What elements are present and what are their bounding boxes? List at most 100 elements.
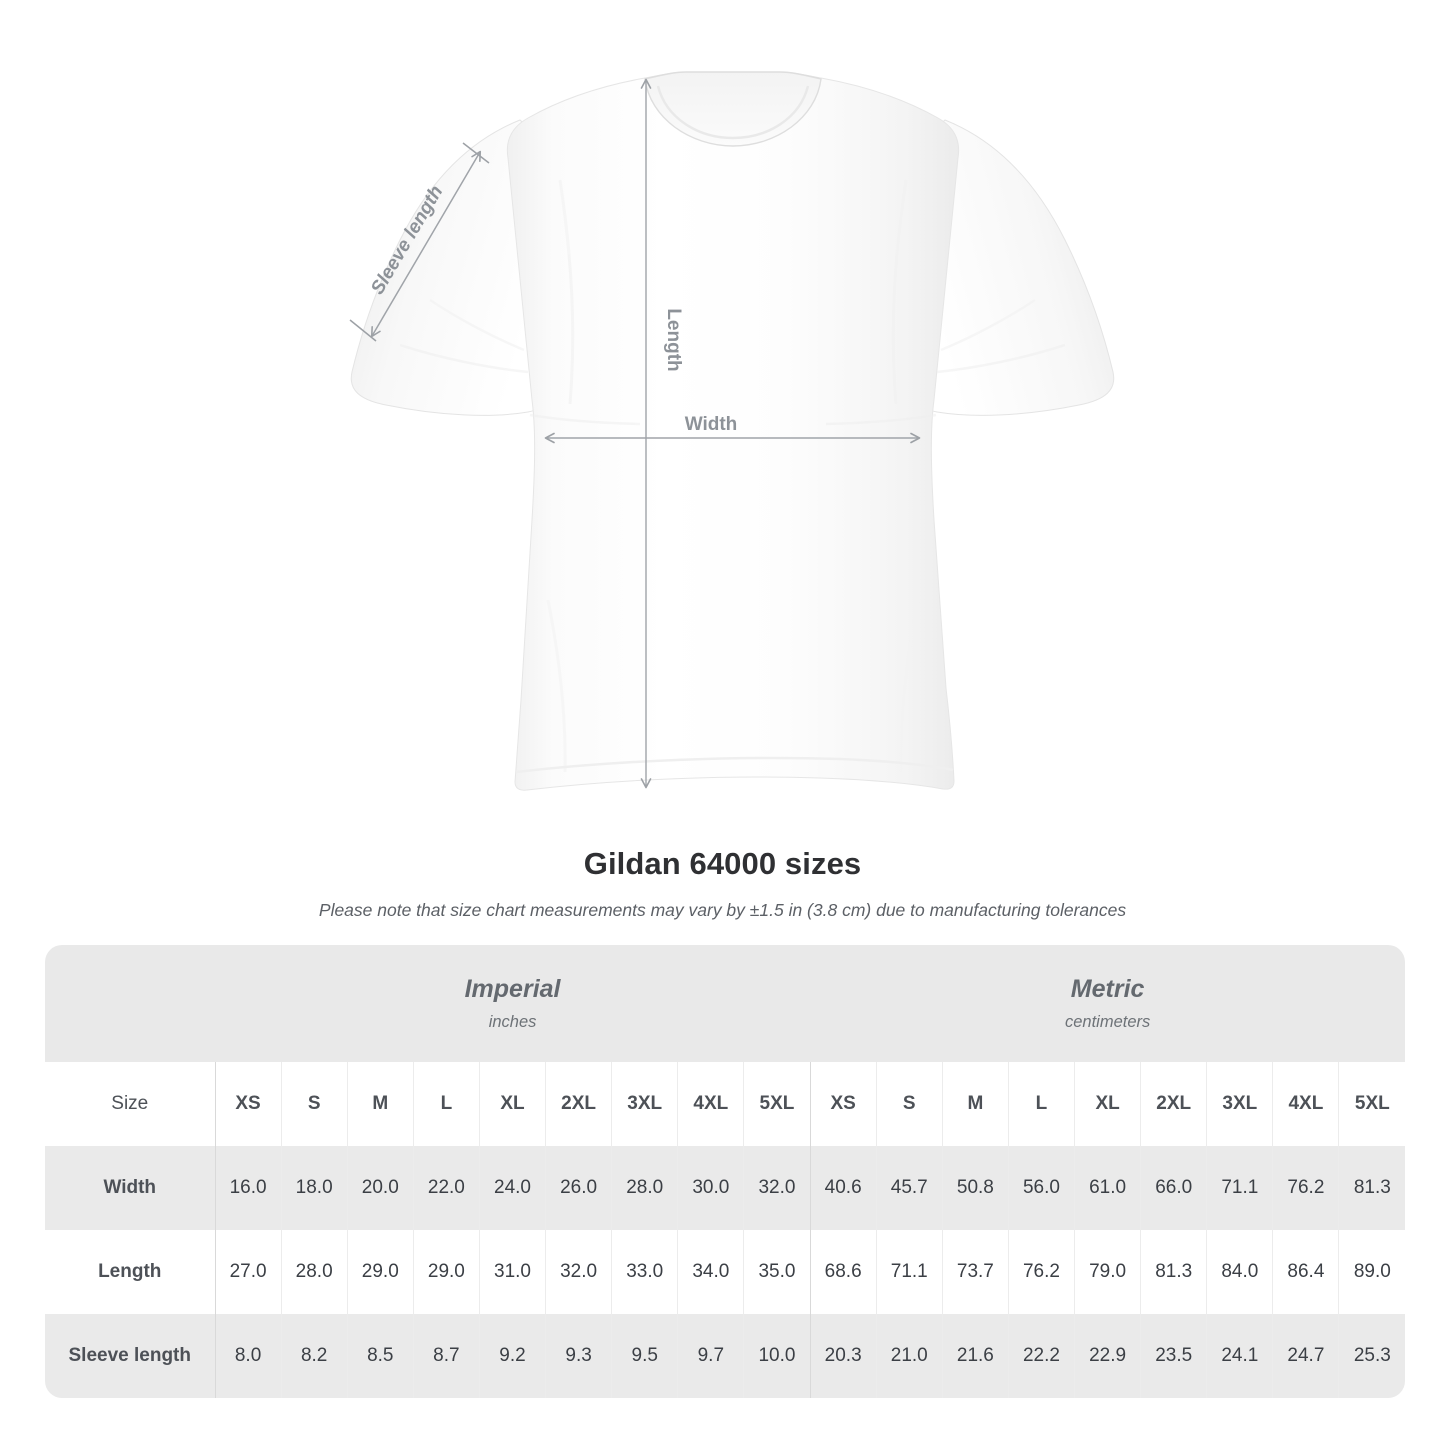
cell-length-5xl-metric: 89.0 xyxy=(1338,1230,1405,1314)
cell-sleeve-xl-metric: 22.9 xyxy=(1074,1314,1141,1398)
size-header-5xl-imperial: 5XL xyxy=(743,1062,811,1146)
cell-length-s-imperial: 28.0 xyxy=(280,1230,348,1314)
sleeve-length-arrow xyxy=(370,150,482,338)
cell-width-l-metric: 56.0 xyxy=(1007,1146,1075,1230)
size-header-s-metric: S xyxy=(875,1062,943,1146)
cell-sleeve-4xl-metric: 24.7 xyxy=(1272,1314,1339,1398)
row-label-width: Width xyxy=(45,1146,215,1230)
cell-length-xs-metric: 68.6 xyxy=(809,1230,877,1314)
unit-name-imperial: Imperial xyxy=(464,975,561,1003)
size-chart-table-wrapper: Imperial inches Metric centimeters Size … xyxy=(45,945,1405,1398)
cell-width-m-imperial: 20.0 xyxy=(346,1146,414,1230)
cell-width-m-metric: 50.8 xyxy=(941,1146,1009,1230)
sleeve-tick-bottom xyxy=(349,319,377,342)
cell-sleeve-2xl-imperial: 9.3 xyxy=(545,1314,612,1398)
size-header-2xl-metric: 2XL xyxy=(1140,1062,1207,1146)
measurement-tolerance-note: Please note that size chart measurements… xyxy=(318,900,1127,920)
cell-length-3xl-metric: 84.0 xyxy=(1206,1230,1273,1314)
cell-sleeve-4xl-imperial: 9.7 xyxy=(677,1314,744,1398)
size-header-xs-imperial: XS xyxy=(214,1062,282,1146)
size-header-xl-imperial: XL xyxy=(478,1062,546,1146)
cell-length-3xl-imperial: 33.0 xyxy=(611,1230,678,1314)
cell-length-xl-metric: 79.0 xyxy=(1074,1230,1141,1314)
unit-group-imperial: Imperial inches xyxy=(215,945,811,1062)
size-header-3xl-metric: 3XL xyxy=(1206,1062,1273,1146)
cell-width-4xl-imperial: 30.0 xyxy=(677,1146,744,1230)
cell-length-5xl-imperial: 35.0 xyxy=(743,1230,811,1314)
size-header-m-imperial: M xyxy=(346,1062,414,1146)
size-header-xs-metric: XS xyxy=(809,1062,877,1146)
size-header-l-imperial: L xyxy=(412,1062,480,1146)
width-measure: Width xyxy=(544,414,921,444)
bottom-hem xyxy=(515,756,954,774)
cell-length-4xl-imperial: 34.0 xyxy=(677,1230,744,1314)
cell-width-3xl-imperial: 28.0 xyxy=(611,1146,678,1230)
table-row: Width 16.0 18.0 20.0 22.0 24.0 26.0 28.0… xyxy=(45,1146,1405,1230)
cell-width-l-imperial: 22.0 xyxy=(412,1146,480,1230)
cell-sleeve-2xl-metric: 23.5 xyxy=(1140,1314,1207,1398)
unit-name-metric: Metric xyxy=(1070,975,1145,1003)
cell-length-2xl-imperial: 32.0 xyxy=(545,1230,612,1314)
size-header-2xl-imperial: 2XL xyxy=(545,1062,612,1146)
cell-width-s-imperial: 18.0 xyxy=(280,1146,348,1230)
size-header-xl-metric: XL xyxy=(1074,1062,1141,1146)
cell-length-m-imperial: 29.0 xyxy=(346,1230,414,1314)
cell-sleeve-l-metric: 22.2 xyxy=(1007,1314,1075,1398)
cell-sleeve-xs-metric: 20.3 xyxy=(809,1314,877,1398)
cell-width-5xl-imperial: 32.0 xyxy=(743,1146,811,1230)
cell-width-3xl-metric: 71.1 xyxy=(1206,1146,1273,1230)
unit-sub-imperial: inches xyxy=(488,1013,537,1031)
shirt-torso xyxy=(506,71,960,791)
row-label-length: Length xyxy=(45,1230,215,1314)
size-header-3xl-imperial: 3XL xyxy=(611,1062,678,1146)
unit-header-band: Imperial inches Metric centimeters xyxy=(45,945,1405,1062)
cell-length-2xl-metric: 81.3 xyxy=(1140,1230,1207,1314)
cell-length-xl-imperial: 31.0 xyxy=(478,1230,546,1314)
size-header-l-metric: L xyxy=(1007,1062,1075,1146)
cell-width-xl-metric: 61.0 xyxy=(1074,1146,1141,1230)
cell-width-xl-imperial: 24.0 xyxy=(478,1146,546,1230)
row-label-sleeve-length: Sleeve length xyxy=(45,1314,215,1398)
table-row: Length 27.0 28.0 29.0 29.0 31.0 32.0 33.… xyxy=(45,1230,1405,1314)
cell-length-4xl-metric: 86.4 xyxy=(1272,1230,1339,1314)
cell-length-l-metric: 76.2 xyxy=(1007,1230,1075,1314)
length-label: Length xyxy=(663,308,684,371)
cell-sleeve-l-imperial: 8.7 xyxy=(412,1314,480,1398)
cell-sleeve-3xl-metric: 24.1 xyxy=(1206,1314,1273,1398)
cell-sleeve-5xl-imperial: 10.0 xyxy=(743,1314,811,1398)
table-row: Sleeve length 8.0 8.2 8.5 8.7 9.2 9.3 9.… xyxy=(45,1314,1405,1398)
cell-length-xs-imperial: 27.0 xyxy=(214,1230,282,1314)
tshirt-illustration: Sleeve length Length Width xyxy=(349,71,1115,791)
cell-length-s-metric: 71.1 xyxy=(875,1230,943,1314)
cell-sleeve-xl-imperial: 9.2 xyxy=(478,1314,546,1398)
cell-sleeve-s-imperial: 8.2 xyxy=(280,1314,348,1398)
cell-sleeve-5xl-metric: 25.3 xyxy=(1338,1314,1405,1398)
cell-sleeve-m-metric: 21.6 xyxy=(941,1314,1009,1398)
cell-width-xs-metric: 40.6 xyxy=(809,1146,877,1230)
cell-sleeve-3xl-imperial: 9.5 xyxy=(611,1314,678,1398)
cell-sleeve-s-metric: 21.0 xyxy=(875,1314,943,1398)
cell-width-2xl-metric: 66.0 xyxy=(1140,1146,1207,1230)
collar-inner-line xyxy=(656,85,810,140)
corner-label: Size xyxy=(45,1062,215,1146)
shirt-shape xyxy=(350,71,1115,791)
size-header-4xl-metric: 4XL xyxy=(1272,1062,1339,1146)
unit-band-spacer xyxy=(45,945,215,1062)
width-label: Width xyxy=(685,414,738,435)
cell-width-s-metric: 45.7 xyxy=(875,1146,943,1230)
title-block: Gildan 64000 sizes Please note that size… xyxy=(0,845,1445,921)
table-header-row: Size XS S M L XL 2XL 3XL 4XL 5XL XS S M … xyxy=(45,1062,1405,1146)
cell-length-m-metric: 73.7 xyxy=(941,1230,1009,1314)
size-header-4xl-imperial: 4XL xyxy=(677,1062,744,1146)
cell-sleeve-xs-imperial: 8.0 xyxy=(214,1314,282,1398)
page-title: Gildan 64000 sizes xyxy=(583,846,862,881)
size-chart-table: Imperial inches Metric centimeters Size … xyxy=(45,945,1405,1398)
cell-length-l-imperial: 29.0 xyxy=(412,1230,480,1314)
unit-group-metric: Metric centimeters xyxy=(810,945,1405,1062)
cell-width-5xl-metric: 81.3 xyxy=(1338,1146,1405,1230)
size-header-5xl-metric: 5XL xyxy=(1338,1062,1405,1146)
size-header-m-metric: M xyxy=(941,1062,1009,1146)
cell-width-4xl-metric: 76.2 xyxy=(1272,1146,1339,1230)
cell-width-2xl-imperial: 26.0 xyxy=(545,1146,612,1230)
size-header-s-imperial: S xyxy=(280,1062,348,1146)
